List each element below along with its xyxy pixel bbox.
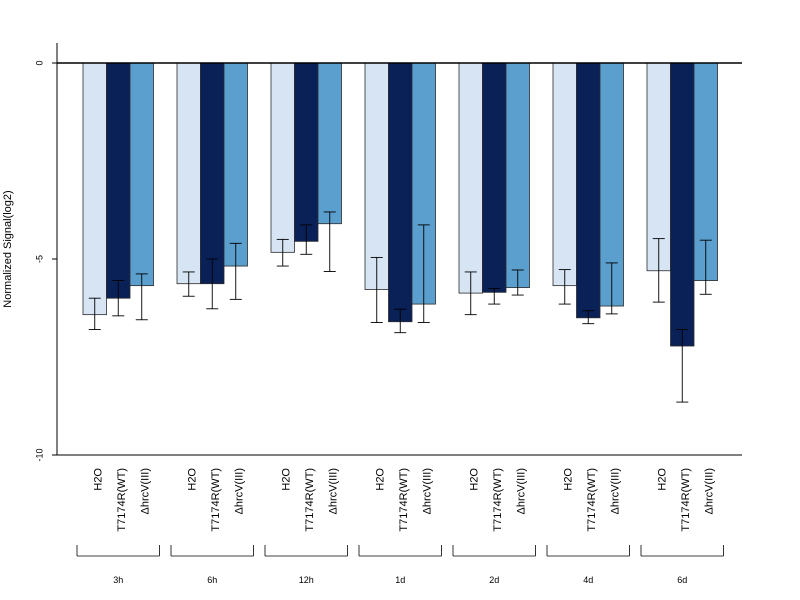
category-label: ΔhrcV(III) bbox=[234, 468, 246, 514]
category-label: H2O bbox=[563, 468, 575, 491]
bar bbox=[576, 62, 601, 319]
category-label: T7174R(WT) bbox=[586, 468, 598, 532]
bar bbox=[670, 62, 695, 347]
category-label: H2O bbox=[375, 468, 387, 491]
category-label: ΔhrcV(III) bbox=[704, 468, 716, 514]
category-label: ΔhrcV(III) bbox=[516, 468, 528, 514]
group-label: 4d bbox=[583, 575, 593, 585]
category-label: ΔhrcV(III) bbox=[422, 468, 434, 514]
category-label: H2O bbox=[281, 468, 293, 491]
category-label: ΔhrcV(III) bbox=[328, 468, 340, 514]
category-label: H2O bbox=[657, 468, 669, 491]
bar bbox=[364, 62, 389, 290]
bar bbox=[223, 62, 248, 267]
category-label: T7174R(WT) bbox=[680, 468, 692, 532]
group-label: 6d bbox=[677, 575, 687, 585]
bar bbox=[106, 62, 131, 299]
bar bbox=[482, 62, 507, 293]
bar bbox=[200, 62, 225, 285]
bar bbox=[388, 62, 413, 323]
group-label: 6h bbox=[207, 575, 217, 585]
y-tick-label: 0 bbox=[34, 60, 44, 65]
category-label: T7174R(WT) bbox=[304, 468, 316, 532]
y-tick-label: -5 bbox=[34, 255, 44, 263]
category-label: H2O bbox=[187, 468, 199, 491]
labels: H2O T7174R(WT) ΔhrcV(III) 3h H2O T7174R(WT) Δh… bbox=[76, 468, 724, 585]
bar bbox=[82, 62, 107, 316]
bar bbox=[176, 62, 201, 285]
category-label: H2O bbox=[469, 468, 481, 491]
y-tick-label: -10 bbox=[34, 448, 44, 461]
category-label: ΔhrcV(III) bbox=[140, 468, 152, 514]
error-bars bbox=[88, 211, 712, 403]
category-label: T7174R(WT) bbox=[116, 468, 128, 532]
category-label: ΔhrcV(III) bbox=[610, 468, 622, 514]
bar bbox=[552, 62, 577, 287]
group-label: 3h bbox=[113, 575, 123, 585]
y-axis-title: Normalized Signal(log2) bbox=[2, 190, 14, 307]
bars bbox=[57, 62, 742, 347]
bar bbox=[294, 62, 319, 242]
category-label: T7174R(WT) bbox=[398, 468, 410, 532]
category-label: T7174R(WT) bbox=[210, 468, 222, 532]
category-label: H2O bbox=[93, 468, 105, 491]
category-label: T7174R(WT) bbox=[492, 468, 504, 532]
group-label: 1d bbox=[395, 575, 405, 585]
bar bbox=[129, 62, 154, 287]
bar bbox=[270, 62, 295, 253]
bar bbox=[505, 62, 530, 289]
group-label: 2d bbox=[489, 575, 499, 585]
bar bbox=[458, 62, 483, 294]
group-label: 12h bbox=[299, 575, 314, 585]
axes: 0 -5 -10 bbox=[34, 43, 742, 462]
bar bbox=[317, 62, 342, 225]
